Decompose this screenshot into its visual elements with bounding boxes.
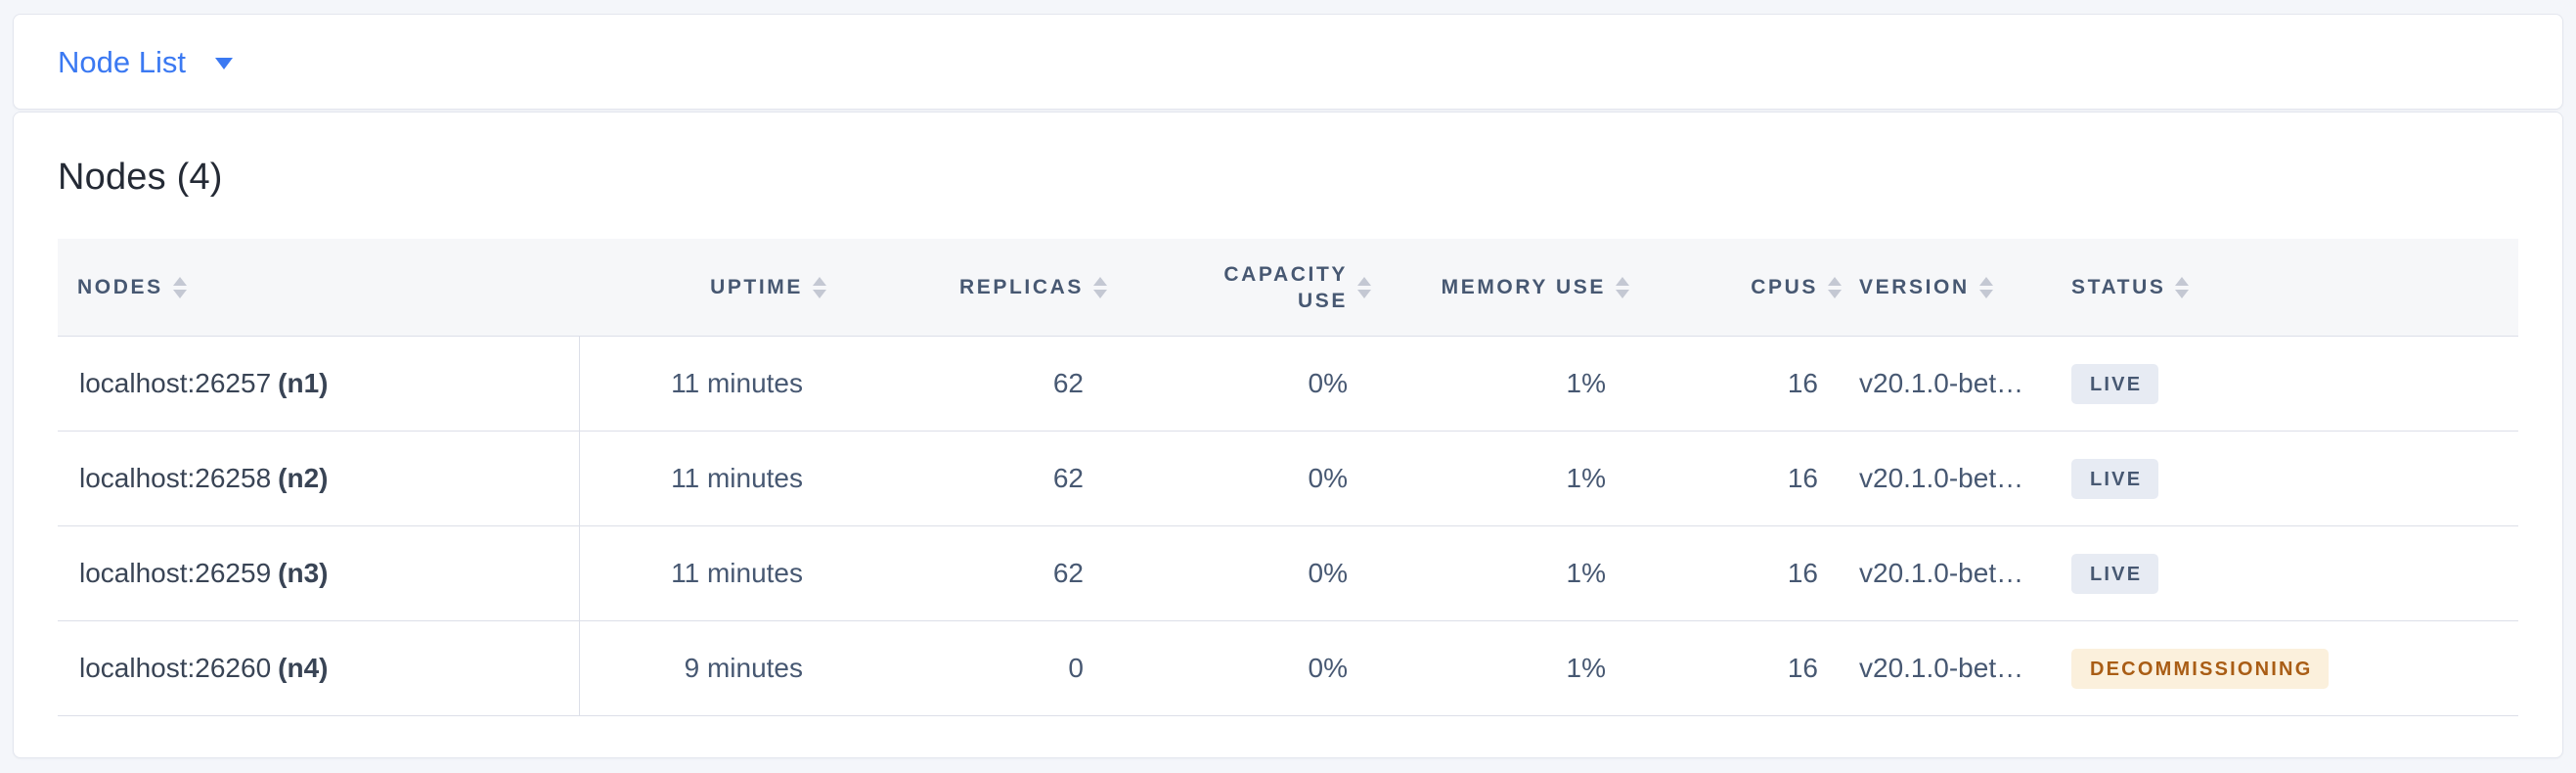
cpus-cell: 16: [1787, 463, 1818, 493]
capacity-use-cell: 0%: [1308, 368, 1348, 398]
capacity-use-cell: 0%: [1308, 558, 1348, 588]
uptime-cell: 11 minutes: [671, 558, 803, 588]
version-cell: v20.1.0-bet…: [1859, 463, 2024, 493]
column-header-cpus[interactable]: CPUS: [1629, 239, 1842, 336]
capacity-use-cell: 0%: [1308, 463, 1348, 493]
node-id: (n1): [278, 368, 329, 398]
uptime-cell: 11 minutes: [671, 463, 803, 493]
nodes-card: Nodes (4) NODES UPTIME REPLICAS CAPACITY…: [13, 112, 2563, 758]
nodes-table: NODES UPTIME REPLICAS CAPACITY USE MEMOR…: [58, 239, 2518, 716]
table-row: localhost:26260 (n4) 9 minutes 0 0% 1% 1…: [58, 621, 2518, 716]
column-header-memory-use[interactable]: MEMORY USE: [1371, 239, 1629, 336]
node-address-cell[interactable]: localhost:26257 (n1): [58, 337, 580, 431]
uptime-cell: 9 minutes: [684, 653, 803, 683]
node-address-cell[interactable]: localhost:26260 (n4): [58, 621, 580, 715]
version-cell: v20.1.0-bet…: [1859, 653, 2024, 683]
column-header-uptime[interactable]: UPTIME: [580, 239, 826, 336]
sort-icon: [1828, 276, 1842, 298]
view-selector-dropdown[interactable]: Node List: [58, 47, 233, 77]
memory-use-cell: 1%: [1566, 463, 1606, 493]
column-header-version[interactable]: VERSION: [1842, 239, 2071, 336]
status-badge: LIVE: [2071, 363, 2159, 404]
sort-icon: [2175, 276, 2190, 298]
memory-use-cell: 1%: [1566, 558, 1606, 588]
status-badge: LIVE: [2071, 553, 2159, 594]
memory-use-cell: 1%: [1566, 653, 1606, 683]
view-selector-bar: Node List: [13, 14, 2563, 110]
table-header-row: NODES UPTIME REPLICAS CAPACITY USE MEMOR…: [58, 239, 2518, 337]
column-header-capacity-use[interactable]: CAPACITY USE: [1107, 239, 1371, 336]
cpus-cell: 16: [1787, 653, 1818, 683]
replicas-cell: 0: [1068, 653, 1084, 683]
status-cell: LIVE: [2071, 526, 2518, 620]
cpus-cell: 16: [1787, 368, 1818, 398]
table-row: localhost:26259 (n3) 11 minutes 62 0% 1%…: [58, 526, 2518, 621]
memory-use-cell: 1%: [1566, 368, 1606, 398]
sort-icon: [1978, 276, 1993, 298]
status-cell: DECOMMISSIONING: [2071, 621, 2518, 715]
node-id: (n4): [278, 653, 329, 683]
sort-icon: [172, 276, 187, 298]
column-header-status[interactable]: STATUS: [2071, 239, 2518, 336]
table-row: localhost:26258 (n2) 11 minutes 62 0% 1%…: [58, 432, 2518, 526]
capacity-use-cell: 0%: [1308, 653, 1348, 683]
sort-icon: [1357, 276, 1371, 298]
version-cell: v20.1.0-bet…: [1859, 558, 2024, 588]
replicas-cell: 62: [1052, 463, 1084, 493]
version-cell: v20.1.0-bet…: [1859, 368, 2024, 398]
node-address-cell[interactable]: localhost:26258 (n2): [58, 432, 580, 525]
replicas-cell: 62: [1052, 558, 1084, 588]
status-badge: LIVE: [2071, 458, 2159, 499]
view-selector-label: Node List: [58, 44, 186, 79]
sort-icon: [1093, 276, 1107, 298]
node-id: (n3): [278, 558, 329, 588]
replicas-cell: 62: [1052, 368, 1084, 398]
status-cell: LIVE: [2071, 432, 2518, 525]
column-header-nodes[interactable]: NODES: [58, 239, 580, 336]
sort-icon: [1616, 276, 1629, 298]
node-address-cell[interactable]: localhost:26259 (n3): [58, 526, 580, 620]
status-cell: LIVE: [2071, 337, 2518, 431]
page-title: Nodes (4): [58, 157, 223, 198]
sort-icon: [813, 276, 826, 298]
uptime-cell: 11 minutes: [671, 368, 803, 398]
status-badge: DECOMMISSIONING: [2071, 648, 2330, 689]
column-header-replicas[interactable]: REPLICAS: [826, 239, 1107, 336]
chevron-down-icon: [214, 58, 233, 69]
cpus-cell: 16: [1787, 558, 1818, 588]
node-id: (n2): [278, 463, 329, 493]
table-row: localhost:26257 (n1) 11 minutes 62 0% 1%…: [58, 337, 2518, 432]
